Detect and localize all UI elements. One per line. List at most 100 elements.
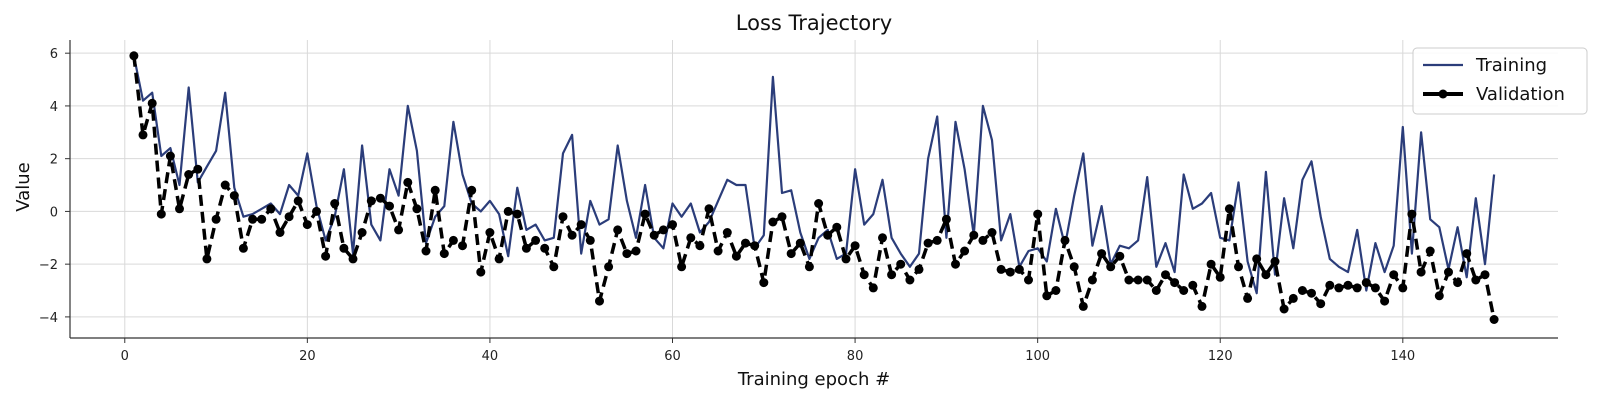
- validation-point: [275, 228, 285, 237]
- y-tick-label: 6: [50, 47, 58, 62]
- validation-point: [448, 235, 458, 245]
- validation-point: [613, 225, 623, 235]
- validation-point: [375, 193, 385, 203]
- validation-point: [1261, 270, 1271, 280]
- validation-point: [622, 249, 632, 259]
- validation-point: [156, 209, 166, 219]
- validation-point: [777, 212, 787, 222]
- validation-point: [129, 51, 139, 61]
- validation-point: [1087, 275, 1097, 285]
- validation-point: [595, 296, 604, 306]
- validation-point: [1042, 291, 1052, 301]
- validation-point: [1106, 262, 1116, 272]
- validation-point: [677, 262, 687, 272]
- validation-point: [640, 209, 650, 219]
- validation-point: [1398, 283, 1408, 293]
- validation-point: [1179, 286, 1189, 295]
- validation-point: [1380, 296, 1390, 306]
- validation-point: [1142, 275, 1152, 285]
- validation-point: [868, 283, 878, 293]
- validation-point: [1279, 304, 1289, 314]
- validation-point: [1188, 280, 1198, 290]
- validation-point: [1270, 257, 1280, 266]
- validation-point: [184, 170, 194, 179]
- validation-point: [1005, 267, 1015, 277]
- validation-point: [1361, 278, 1371, 288]
- validation-point: [795, 238, 805, 248]
- x-tick-label: 20: [299, 349, 316, 364]
- validation-point: [987, 228, 997, 237]
- validation-point: [658, 225, 668, 235]
- validation-point: [403, 177, 413, 187]
- validation-point: [1297, 286, 1307, 295]
- validation-point: [1051, 286, 1061, 295]
- validation-point: [1434, 291, 1444, 301]
- x-tick-label: 100: [1025, 349, 1050, 364]
- validation-point: [1325, 280, 1335, 290]
- validation-point: [257, 214, 267, 224]
- x-tick-label: 140: [1390, 349, 1415, 364]
- validation-point: [786, 249, 796, 259]
- validation-point: [585, 235, 595, 245]
- axes: [65, 40, 1558, 343]
- validation-point: [193, 164, 203, 174]
- validation-point: [1316, 299, 1326, 309]
- y-tick-label: −2: [39, 258, 58, 273]
- validation-point: [147, 98, 157, 108]
- x-axis-label: Training epoch #: [737, 369, 890, 390]
- validation-point: [430, 185, 440, 195]
- validation-point: [385, 201, 394, 211]
- validation-point: [1124, 275, 1134, 285]
- validation-point: [686, 233, 696, 243]
- validation-point: [558, 212, 568, 222]
- validation-point: [138, 130, 148, 140]
- x-tick-label: 60: [664, 349, 681, 364]
- validation-point: [823, 230, 833, 240]
- validation-point: [175, 204, 184, 214]
- validation-point: [1224, 204, 1234, 214]
- validation-point: [1370, 283, 1380, 293]
- validation-point: [814, 199, 824, 208]
- validation-point: [458, 241, 467, 251]
- validation-point: [421, 246, 431, 256]
- validation-point: [768, 217, 778, 227]
- validation-point: [1453, 278, 1463, 288]
- validation-series-line: [132, 55, 1496, 320]
- validation-point: [668, 220, 677, 230]
- validation-point: [649, 230, 659, 240]
- y-tick-label: −4: [39, 311, 58, 326]
- validation-point: [531, 235, 541, 245]
- validation-point: [1014, 264, 1024, 274]
- validation-point: [1480, 270, 1490, 280]
- validation-point: [850, 241, 860, 251]
- validation-point: [741, 238, 750, 248]
- validation-point: [695, 241, 705, 251]
- validation-point: [604, 262, 614, 272]
- validation-point: [1389, 270, 1399, 280]
- validation-point: [1352, 283, 1362, 293]
- validation-point: [1343, 280, 1353, 290]
- validation-point: [731, 251, 741, 261]
- legend-training-label: Training: [1475, 55, 1547, 76]
- validation-point: [293, 196, 303, 206]
- validation-point: [1288, 293, 1298, 303]
- validation-point: [211, 214, 221, 224]
- validation-point: [923, 238, 933, 248]
- validation-point: [1097, 249, 1107, 259]
- x-tick-label: 80: [847, 349, 864, 364]
- validation-point: [348, 254, 358, 264]
- legend: Training Validation: [1412, 47, 1588, 115]
- y-tick-label: 2: [50, 153, 58, 168]
- validation-point: [476, 267, 486, 277]
- validation-point: [841, 254, 851, 264]
- validation-point: [1215, 272, 1225, 282]
- series-lines: [129, 51, 1499, 324]
- x-tick-label: 120: [1208, 349, 1233, 364]
- validation-point: [229, 191, 239, 201]
- validation-point: [1197, 301, 1207, 311]
- validation-point: [494, 254, 504, 264]
- validation-point: [1161, 270, 1170, 280]
- validation-point: [887, 270, 897, 280]
- legend-validation-marker: [1438, 89, 1448, 99]
